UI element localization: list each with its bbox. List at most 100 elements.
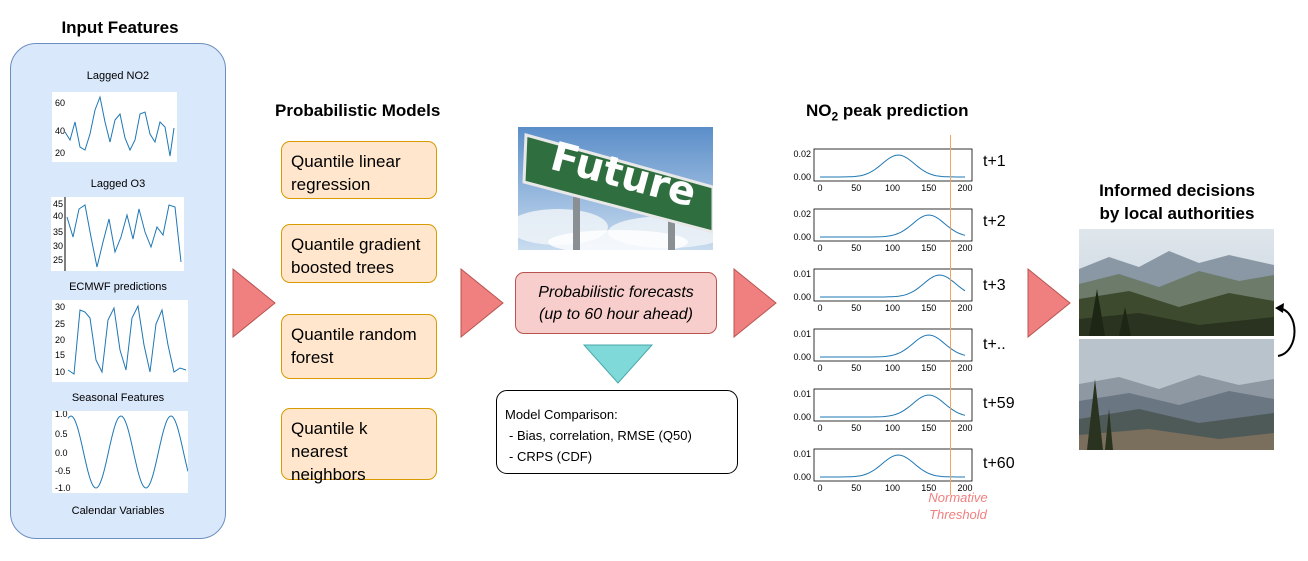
model-quantile-linear-regression: Quantile linear regression <box>281 141 437 199</box>
ytick-bottom: 0.00 <box>793 292 811 302</box>
density-curve <box>820 214 966 238</box>
input-features-title: Input Features <box>61 18 179 37</box>
ytick-top: 0.01 <box>793 449 811 459</box>
ytick: 30 <box>55 302 65 312</box>
models-title: Probabilistic Models <box>275 101 441 120</box>
xtick: 200 <box>957 483 972 493</box>
ytick-top: 0.01 <box>793 329 811 339</box>
ytick-bottom: 0.00 <box>793 232 811 242</box>
forecast-line-1: Probabilistic forecasts <box>538 284 694 301</box>
xtick: 50 <box>851 363 861 373</box>
xtick: 150 <box>921 243 936 253</box>
panel-frame <box>813 148 973 182</box>
decisions-line-2: by local authorities <box>1099 204 1255 223</box>
decisions-title: Informed decisions by local authorities <box>1082 179 1272 225</box>
arrow-right-3 <box>733 268 777 338</box>
ytick-bottom: 0.00 <box>793 472 811 482</box>
ytick: 25 <box>55 319 65 329</box>
arrow-right-1 <box>232 268 276 338</box>
prediction-title-rest: peak prediction <box>838 101 969 120</box>
ytick: 1.0 <box>55 411 68 419</box>
feature-label-lagged-no2: Lagged NO2 <box>86 70 150 82</box>
xtick: 0 <box>817 423 822 433</box>
xtick: 0 <box>817 243 822 253</box>
xtick: 200 <box>957 423 972 433</box>
xtick: 200 <box>957 363 972 373</box>
xtick: 150 <box>921 303 936 313</box>
comparison-item-crps: - CRPS (CDF) <box>509 449 593 464</box>
panel-label-t1: t+1 <box>983 153 1006 170</box>
threshold-label: Normative Threshold <box>918 489 998 523</box>
density-curve <box>820 274 966 298</box>
probabilistic-forecasts-box: Probabilistic forecasts (up to 60 hour a… <box>515 272 717 334</box>
prediction-panels: 0.02 0.00 0 50 100 150 200 0.02 0.00 0 50 100 150 200… <box>793 135 973 495</box>
ytick-bottom: 0.00 <box>793 352 811 362</box>
ytick-bottom: 0.00 <box>793 172 811 182</box>
model-quantile-knn: Quantile k nearest neighbors <box>281 408 437 484</box>
threshold-line-2: Threshold <box>929 507 987 522</box>
mountain-photo-top <box>1079 229 1274 336</box>
ytick: 35 <box>53 227 63 237</box>
xtick: 50 <box>851 183 861 193</box>
ytick-top: 0.01 <box>793 389 811 399</box>
ytick: 60 <box>55 98 65 108</box>
future-sign-image: Future <box>518 127 713 250</box>
panel-label-t60: t+60 <box>983 455 1015 472</box>
ytick: 40 <box>55 126 65 136</box>
model-comparison-box: Model Comparison: - Bias, correlation, R… <box>496 390 738 474</box>
arrow-right-2 <box>460 268 504 338</box>
panel-frame <box>813 448 973 482</box>
xtick: 50 <box>851 423 861 433</box>
forecast-line-2: (up to 60 hour ahead) <box>539 306 693 323</box>
ytick: 10 <box>55 367 65 377</box>
prediction-title: NO2 peak prediction <box>806 101 1006 123</box>
feature-label-lagged-o3: Lagged O3 <box>90 178 146 190</box>
xtick: 0 <box>817 183 822 193</box>
ytick: 25 <box>53 255 63 265</box>
ytick: 45 <box>53 199 63 209</box>
xtick: 150 <box>921 423 936 433</box>
density-curve <box>820 394 966 418</box>
xtick: 50 <box>851 243 861 253</box>
ytick-top: 0.01 <box>793 269 811 279</box>
arrow-right-4 <box>1027 268 1071 338</box>
prediction-title-sub: 2 <box>831 109 839 124</box>
mountain-photo-bottom <box>1079 339 1274 450</box>
lagged-no2-plot: 60 40 20 <box>52 92 177 162</box>
ytick: 20 <box>55 148 65 158</box>
ytick: 30 <box>53 241 63 251</box>
xtick: 150 <box>921 183 936 193</box>
ytick-top: 0.02 <box>793 149 811 159</box>
ytick-top: 0.02 <box>793 209 811 219</box>
xtick: 200 <box>957 243 972 253</box>
panel-label-tdots: t+.. <box>983 336 1006 353</box>
lagged-o3-plot: 45 40 35 30 25 <box>51 197 184 271</box>
ytick: 0.5 <box>55 429 68 439</box>
xtick: 200 <box>957 183 972 193</box>
refresh-arrow <box>1275 303 1296 357</box>
xtick: 50 <box>851 303 861 313</box>
panel-frame <box>813 328 973 362</box>
xtick: 100 <box>885 243 900 253</box>
xtick: 100 <box>885 183 900 193</box>
model-quantile-gradient-boosted-trees: Quantile gradient boosted trees <box>281 224 437 283</box>
xtick: 0 <box>817 303 822 313</box>
threshold-line-1: Normative <box>928 490 988 505</box>
ytick: -1.0 <box>55 483 71 493</box>
panel-label-t2: t+2 <box>983 213 1006 230</box>
xtick: 100 <box>885 303 900 313</box>
xtick: 100 <box>885 483 900 493</box>
prediction-title-main: NO <box>806 101 832 120</box>
decisions-line-1: Informed decisions <box>1099 181 1255 200</box>
ytick: 20 <box>55 335 65 345</box>
feature-label-seasonal: Seasonal Features <box>71 392 165 404</box>
feature-label-ecmwf: ECMWF predictions <box>69 281 167 293</box>
comparison-item-bias: - Bias, correlation, RMSE (Q50) <box>509 428 692 443</box>
ecmwf-plot: 30 25 20 15 10 <box>52 300 188 382</box>
density-curve <box>820 334 966 358</box>
comparison-title: Model Comparison: <box>505 407 618 422</box>
panel-frame <box>813 268 973 302</box>
arrow-down <box>583 344 653 384</box>
ytick: 40 <box>53 211 63 221</box>
model-quantile-random-forest: Quantile random forest <box>281 314 437 379</box>
